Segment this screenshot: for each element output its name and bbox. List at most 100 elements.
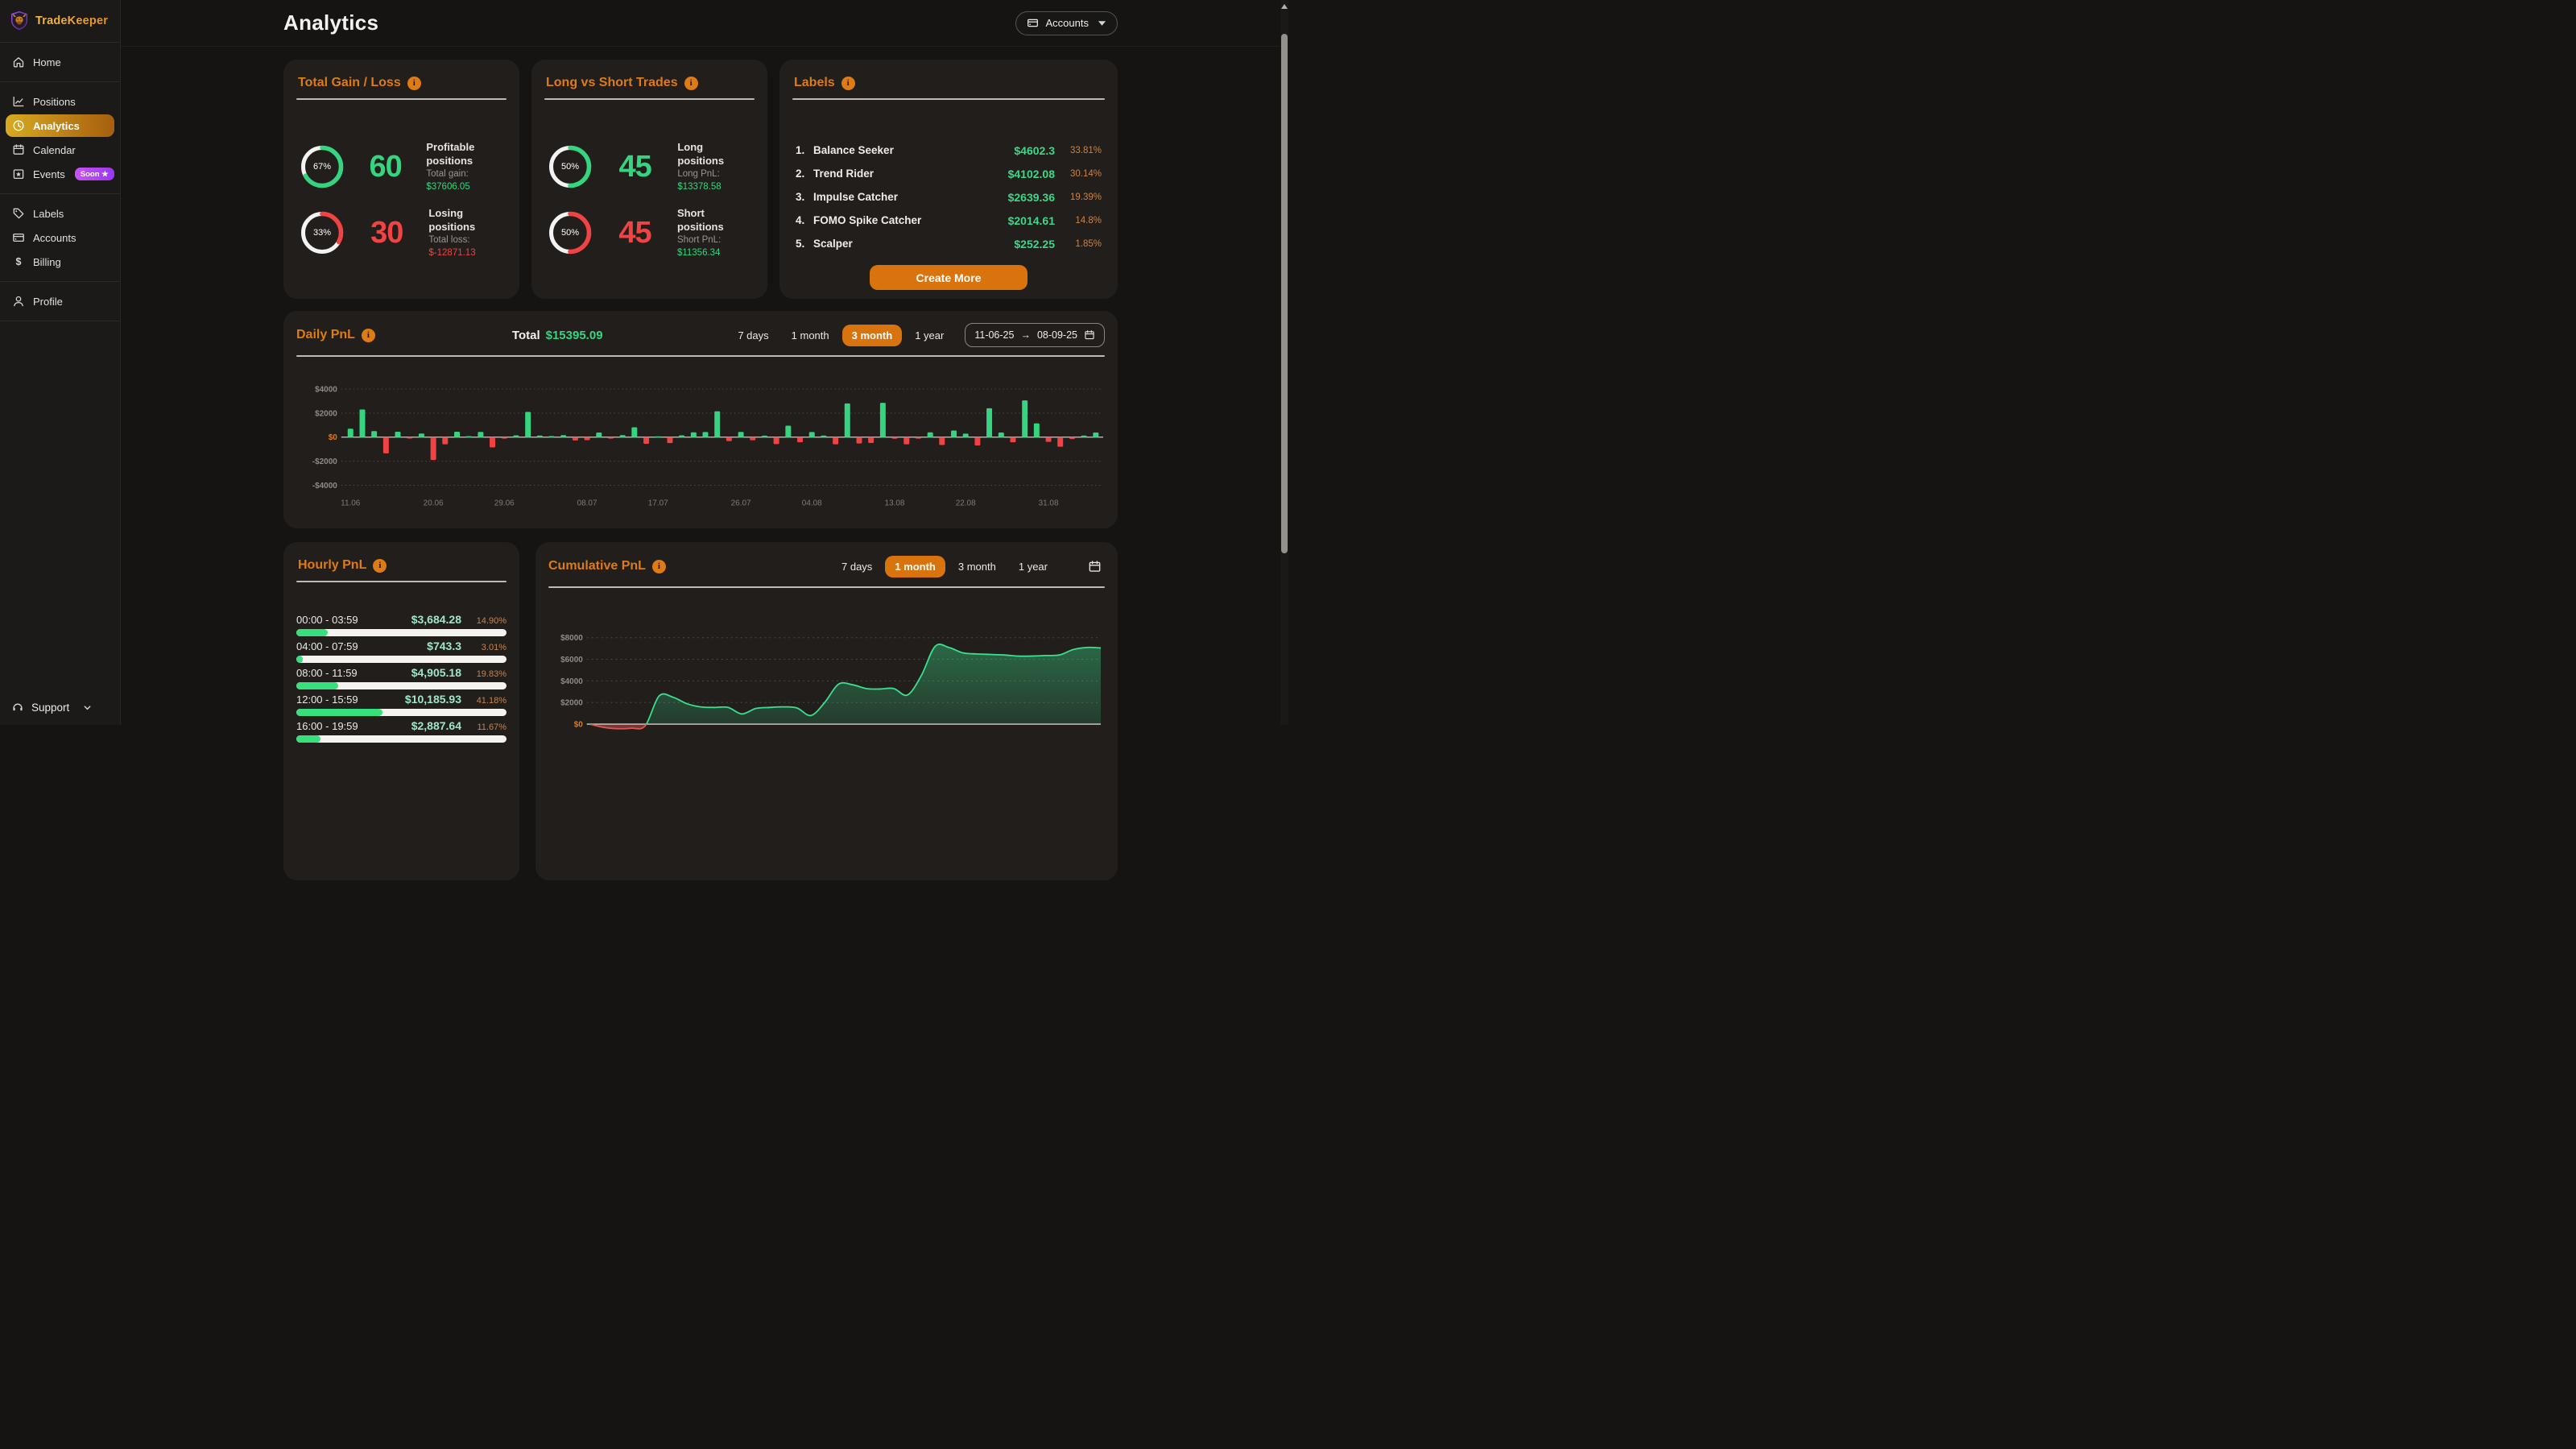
- tab-1-month[interactable]: 1 month: [791, 329, 829, 342]
- label-name: Impulse Catcher: [813, 191, 899, 203]
- svg-text:-$2000: -$2000: [312, 457, 337, 466]
- tab-3-month[interactable]: 3 month: [841, 324, 903, 346]
- sidebar-item-label: Analytics: [33, 119, 80, 132]
- sidebar-item-positions[interactable]: Positions: [6, 90, 114, 113]
- main-content: Analytics Accounts Total Gain / Loss i: [121, 0, 1280, 880]
- hourly-row: 00:00 - 03:59 $3,684.28 14.90%: [296, 613, 507, 636]
- sidebar-item-calendar[interactable]: Calendar: [6, 139, 114, 161]
- info-icon[interactable]: i: [407, 76, 421, 90]
- hourly-percent: 3.01%: [481, 643, 507, 652]
- sidebar-item-analytics[interactable]: Analytics: [6, 114, 114, 137]
- scrollbar-up-arrow[interactable]: [1281, 4, 1288, 9]
- stat-sub-value: $37606.05: [426, 181, 470, 192]
- svg-text:22.08: 22.08: [956, 499, 976, 507]
- cumulative-pnl-area-chart: $8000 $6000 $4000 $2000 $0: [548, 598, 1105, 738]
- calendar-icon[interactable]: [1088, 560, 1102, 573]
- tab-3-month[interactable]: 3 month: [957, 560, 996, 573]
- tab-1-month[interactable]: 1 month: [885, 555, 945, 578]
- total-label: Total: [511, 328, 540, 342]
- svg-text:13.08: 13.08: [885, 499, 905, 507]
- svg-text:$2000: $2000: [315, 409, 337, 418]
- tab-7-days[interactable]: 7 days: [738, 329, 769, 342]
- soon-badge: Soon ★: [74, 168, 114, 180]
- sidebar-item-accounts[interactable]: Accounts: [6, 226, 114, 249]
- total-value: $15395.09: [545, 328, 603, 342]
- hourly-row: 04:00 - 07:59 $743.3 3.01%: [296, 640, 507, 663]
- hourly-row: 16:00 - 19:59 $2,887.64 11.67%: [296, 719, 507, 743]
- label-percent: 30.14%: [1069, 168, 1102, 179]
- svg-text:$4000: $4000: [315, 385, 337, 394]
- hourly-value: $3,684.28: [411, 613, 461, 626]
- stat-label: Losing positions: [428, 206, 476, 234]
- sidebar-item-billing[interactable]: $ Billing: [6, 250, 114, 273]
- create-more-button[interactable]: Create More: [870, 265, 1028, 290]
- date-from: 11-06-25: [974, 329, 1015, 341]
- long-count: 45: [618, 149, 652, 184]
- hourly-value: $743.3: [427, 640, 461, 652]
- losing-positions-row: 33% 30 Losing positions Total loss: $-12…: [296, 200, 507, 266]
- tab-1-year[interactable]: 1 year: [915, 329, 945, 342]
- accounts-dropdown[interactable]: Accounts: [1015, 10, 1118, 35]
- loss-ring-chart: 33%: [300, 210, 345, 255]
- chevron-down-icon: [83, 703, 92, 712]
- info-icon[interactable]: i: [361, 328, 375, 342]
- info-icon[interactable]: i: [684, 76, 698, 90]
- svg-text:$8000: $8000: [560, 634, 583, 643]
- sidebar-item-labels[interactable]: Labels: [6, 202, 114, 225]
- long-vs-short-card: Long vs Short Trades i 50% 45 Long posit…: [531, 60, 767, 299]
- sidebar-item-label: Events: [33, 168, 65, 180]
- date-to: 08-09-25: [1036, 329, 1077, 341]
- svg-text:$4000: $4000: [560, 677, 583, 686]
- app-root: { "brand": { "name": "TradeKeeper" }, "s…: [0, 0, 1288, 880]
- long-positions-row: 50% 45 Long positions Long PnL: $13378.5…: [544, 134, 755, 200]
- progress-fill: [296, 682, 338, 689]
- label-name: FOMO Spike Catcher: [813, 214, 922, 226]
- sidebar-item-events[interactable]: Events Soon ★: [6, 163, 114, 185]
- sidebar-item-profile[interactable]: Profile: [6, 290, 114, 313]
- sidebar-divider: [0, 81, 120, 82]
- support-button[interactable]: Support: [0, 701, 121, 714]
- headset-icon: [11, 701, 24, 714]
- info-icon[interactable]: i: [841, 76, 855, 90]
- stat-label: Profitable positions: [426, 140, 475, 168]
- info-icon[interactable]: i: [651, 559, 666, 573]
- stat-sub-value: $11356.34: [676, 247, 721, 258]
- profitable-count: 60: [369, 149, 403, 184]
- events-icon: [12, 168, 25, 180]
- progress-track: [296, 735, 507, 743]
- accounts-icon: [12, 231, 25, 244]
- brand[interactable]: TradeKeeper: [0, 0, 120, 42]
- stat-sub-label: Long PnL:: [677, 169, 720, 180]
- progress-fill: [296, 709, 383, 716]
- sidebar-item-label: Positions: [33, 95, 76, 108]
- long-ring-chart: 50%: [548, 144, 593, 189]
- page-header: Analytics Accounts: [121, 0, 1280, 47]
- stat-sub-label: Total gain:: [426, 169, 469, 180]
- page-scrollbar: [1280, 0, 1288, 725]
- label-name: Trend Rider: [813, 168, 875, 180]
- hourly-time: 04:00 - 07:59: [296, 640, 358, 652]
- date-range-picker[interactable]: 11-06-25 → 08-09-25: [965, 323, 1105, 347]
- label-row: 5. Scalper $252.25 1.85%: [796, 237, 1102, 250]
- daily-pnl-card: Daily PnL i Total $15395.09 7 days 1 mon…: [283, 311, 1118, 528]
- scrollbar-thumb[interactable]: [1281, 34, 1288, 553]
- hourly-value: $10,185.93: [404, 693, 461, 706]
- home-icon: [12, 56, 25, 68]
- tab-7-days[interactable]: 7 days: [841, 560, 873, 573]
- divider: [548, 586, 1105, 588]
- labels-card: Labels i 1. Balance Seeker $4602.3 33.81…: [779, 60, 1118, 299]
- tab-1-year[interactable]: 1 year: [1018, 560, 1048, 573]
- cumulative-pnl-card: Cumulative PnL i 7 days 1 month 3 month …: [535, 542, 1118, 880]
- short-ring-chart: 50%: [548, 210, 593, 255]
- short-positions-row: 50% 45 Short positions Short PnL: $11356…: [544, 200, 755, 266]
- divider: [296, 98, 507, 100]
- divider: [296, 581, 507, 582]
- label-row: 4. FOMO Spike Catcher $2014.61 14.8%: [796, 213, 1102, 227]
- svg-text:$: $: [16, 256, 22, 267]
- sidebar: TradeKeeper Home Positions Analytics Cal…: [0, 0, 121, 725]
- sidebar-item-home[interactable]: Home: [6, 51, 114, 73]
- hourly-percent: 11.67%: [477, 722, 507, 732]
- info-icon[interactable]: i: [373, 558, 387, 573]
- label-value: $4102.08: [1007, 167, 1055, 180]
- sidebar-item-label: Billing: [33, 255, 61, 268]
